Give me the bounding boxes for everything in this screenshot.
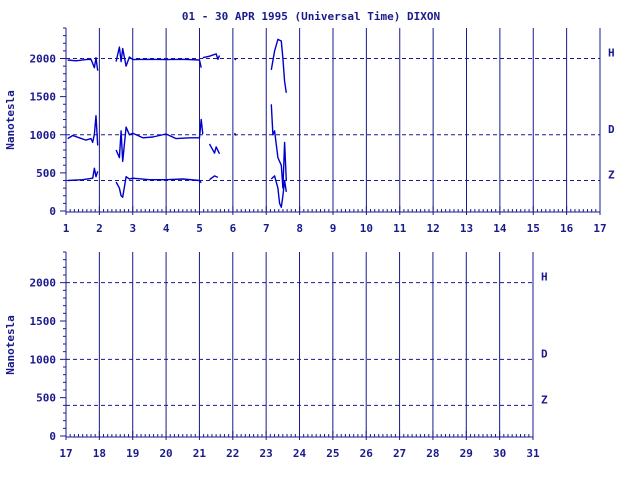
x-tick-label: 10: [360, 222, 373, 235]
y-tick-label: 0: [49, 205, 56, 218]
series-h-segment: [202, 53, 221, 60]
top-panel-y-axis-label: Nanotesla: [4, 90, 17, 150]
x-tick-label: 17: [59, 447, 72, 460]
baseline-label-h: H: [541, 271, 548, 284]
baseline-label-z: Z: [541, 393, 548, 406]
baseline-label-h: H: [608, 47, 615, 60]
x-tick-label: 30: [493, 447, 506, 460]
x-tick-label: 24: [293, 447, 307, 460]
y-tick-label: 2000: [30, 53, 57, 66]
x-tick-label: 22: [226, 447, 239, 460]
y-tick-label: 500: [36, 167, 56, 180]
x-tick-label: 18: [93, 447, 106, 460]
series-h-segment: [67, 57, 99, 71]
x-tick-label: 2: [96, 222, 103, 235]
x-tick-label: 25: [326, 447, 339, 460]
x-tick-label: 12: [427, 222, 440, 235]
series-d-segment: [270, 104, 287, 189]
series-z-segment: [209, 175, 219, 181]
x-tick-label: 14: [493, 222, 507, 235]
series-d-segment: [233, 132, 237, 136]
y-tick-label: 1000: [30, 129, 57, 142]
y-tick-label: 1500: [30, 91, 57, 104]
x-tick-label: 29: [460, 447, 473, 460]
x-tick-label: 9: [330, 222, 337, 235]
x-tick-label: 8: [296, 222, 303, 235]
baseline-label-z: Z: [608, 169, 615, 182]
y-tick-label: 0: [49, 430, 56, 443]
x-tick-label: 21: [193, 447, 207, 460]
baseline-label-d: D: [541, 347, 548, 360]
baseline-label-d: D: [608, 123, 615, 136]
y-tick-label: 500: [36, 392, 56, 405]
x-tick-label: 4: [163, 222, 170, 235]
series-d-segment: [115, 118, 204, 163]
x-tick-label: 15: [527, 222, 540, 235]
x-tick-label: 16: [560, 222, 574, 235]
series-z-segment: [270, 175, 287, 208]
x-tick-label: 11: [393, 222, 407, 235]
series-h-segment: [115, 46, 202, 68]
x-tick-label: 20: [159, 447, 172, 460]
x-tick-label: 31: [526, 447, 540, 460]
series-d-segment: [67, 114, 99, 146]
x-tick-label: 27: [393, 447, 406, 460]
x-tick-label: 28: [426, 447, 439, 460]
x-tick-label: 26: [360, 447, 374, 460]
y-tick-label: 2000: [30, 277, 57, 290]
x-tick-label: 1: [63, 222, 70, 235]
series-z-segment: [115, 175, 202, 199]
bottom-panel: Nanotesla 0 500 1000 1500 2000 17 18 19 20 21 22 23…: [4, 251, 548, 460]
series-h-segment: [270, 38, 287, 93]
y-tick-label: 1000: [30, 353, 57, 366]
x-tick-label: 5: [196, 222, 203, 235]
bottom-panel-y-axis-label: Nanotesla: [4, 315, 17, 375]
x-tick-label: 7: [263, 222, 270, 235]
series-d-segment: [208, 143, 221, 155]
x-tick-label: 19: [126, 447, 139, 460]
x-tick-label: 17: [593, 222, 606, 235]
x-tick-label: 23: [260, 447, 273, 460]
y-tick-label: 1500: [30, 315, 57, 328]
series-z-segment: [67, 167, 99, 182]
chart-title: 01 - 30 APR 1995 (Universal Time) DIXON: [182, 10, 440, 23]
x-tick-label: 6: [230, 222, 237, 235]
x-tick-label: 13: [460, 222, 473, 235]
x-tick-label: 3: [129, 222, 136, 235]
